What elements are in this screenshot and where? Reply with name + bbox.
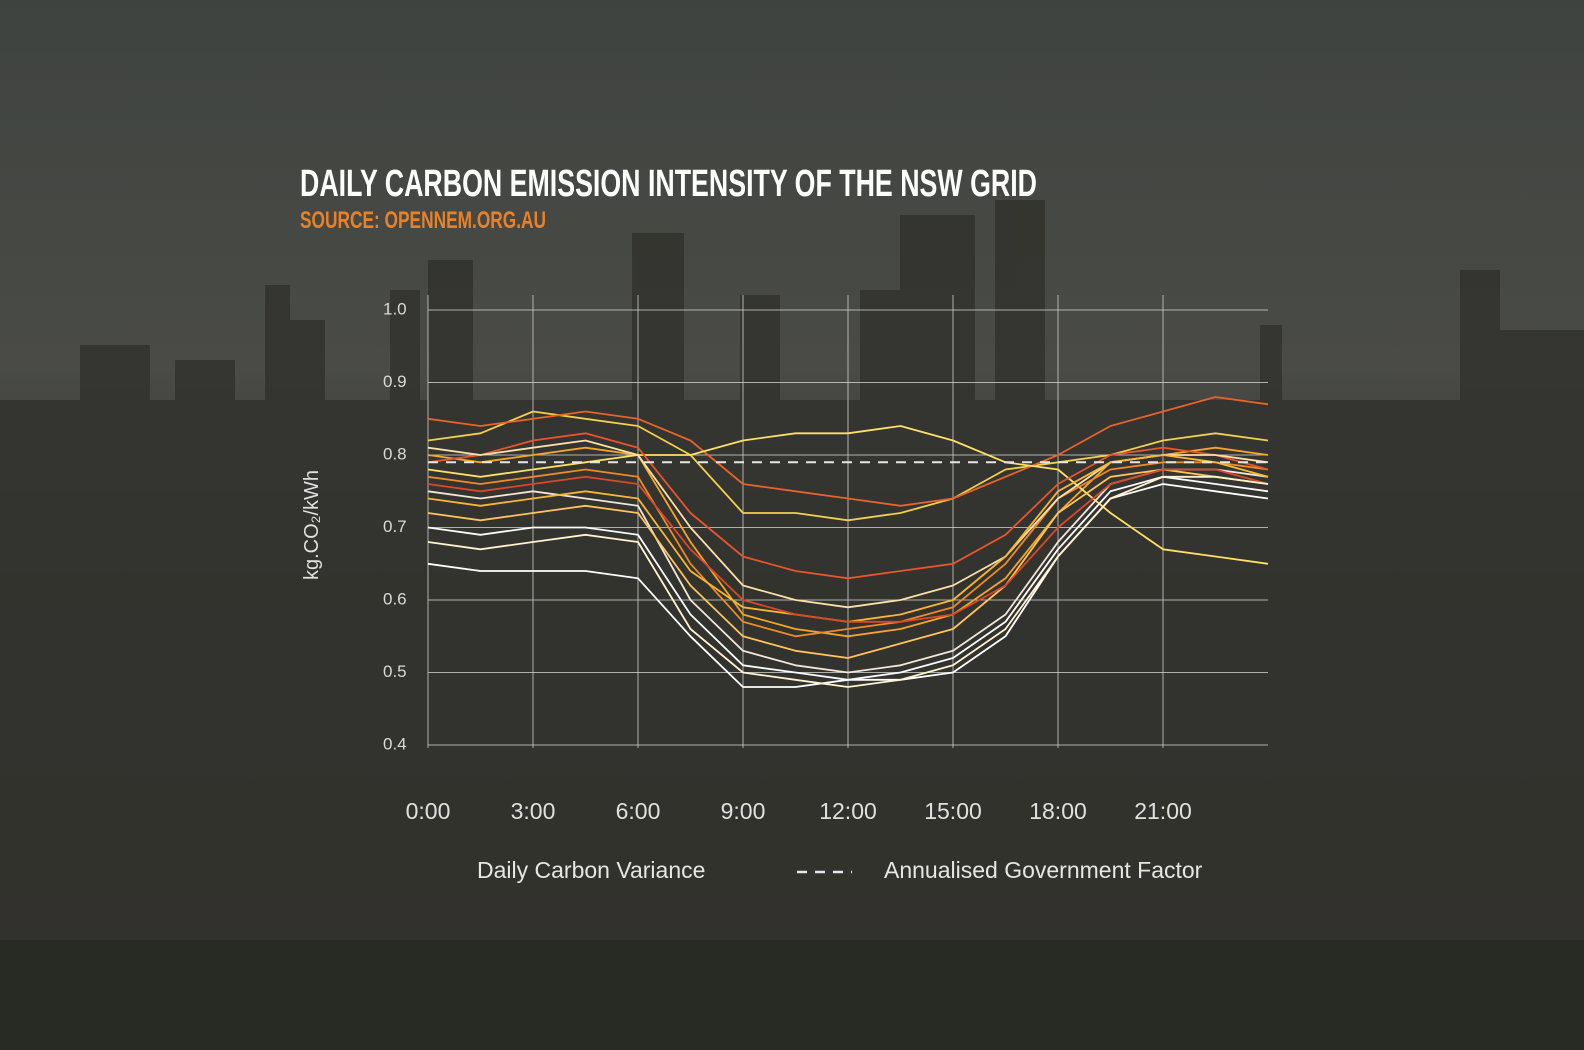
series-line xyxy=(427,468,1269,623)
y-tick-label: 0.9 xyxy=(383,372,407,391)
series-line xyxy=(427,432,1269,580)
chart-subtitle: SOURCE: OPENNEM.ORG.AU xyxy=(300,207,546,234)
ground xyxy=(0,940,1584,1050)
chart-title: DAILY CARBON EMISSION INTENSITY OF THE N… xyxy=(300,163,1037,205)
grid: 0.4 0.5 0.6 0.7 0.8 0.9 1.0 0:00 3:00 6:00 9:00 12:… xyxy=(383,295,1268,824)
y-axis-label: kg.CO₂/kWh xyxy=(301,470,323,580)
series-line xyxy=(427,410,1269,522)
y-tick-label: 0.7 xyxy=(383,517,407,536)
x-tick-label: 3:00 xyxy=(511,798,556,824)
series-line xyxy=(427,468,1269,659)
x-tick-label: 12:00 xyxy=(819,798,877,824)
plot xyxy=(427,396,1269,688)
x-tick-label: 6:00 xyxy=(616,798,661,824)
y-tick-label: 0.5 xyxy=(383,662,407,681)
legend-label: Annualised Government Factor xyxy=(884,857,1203,883)
x-tick-label: 15:00 xyxy=(924,798,982,824)
y-tick-label: 1.0 xyxy=(383,299,407,318)
series-line xyxy=(427,461,1269,638)
x-tick-label: 18:00 xyxy=(1029,798,1087,824)
y-tick-label: 0.4 xyxy=(383,734,407,753)
series-line xyxy=(427,425,1269,565)
x-tick-label: 0:00 xyxy=(406,798,451,824)
legend-label: Daily Carbon Variance xyxy=(477,857,705,883)
series-line xyxy=(427,396,1269,507)
x-tick-label: 9:00 xyxy=(721,798,766,824)
y-tick-label: 0.8 xyxy=(383,444,407,463)
series-line xyxy=(427,475,1269,681)
y-tick-label: 0.6 xyxy=(383,589,407,608)
x-tick-label: 21:00 xyxy=(1134,798,1192,824)
series-line xyxy=(427,475,1269,688)
